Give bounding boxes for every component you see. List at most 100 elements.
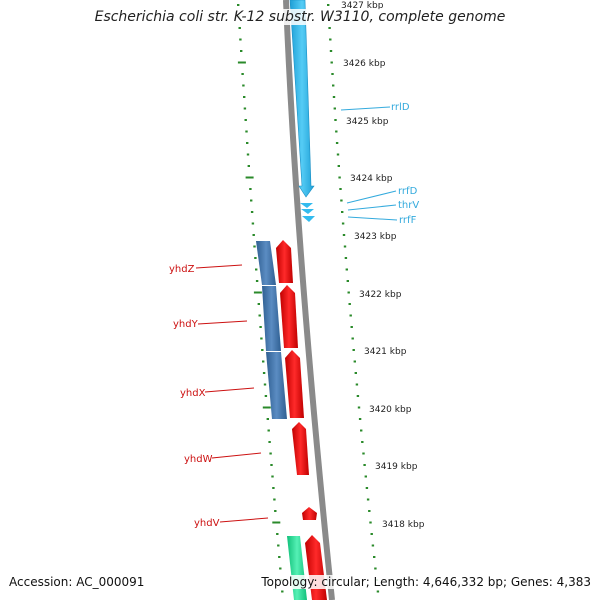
tick-mark xyxy=(249,188,252,190)
tick-mark xyxy=(339,188,342,190)
topology-text: Topology: circular; Length: 4,646,332 bp… xyxy=(261,575,591,589)
tick-mark xyxy=(243,96,246,98)
yhdX-leader xyxy=(204,387,255,393)
tick-mark xyxy=(258,314,261,317)
tick-mark xyxy=(347,291,350,294)
left-tick-rail xyxy=(237,4,284,593)
tick-mark xyxy=(250,199,253,202)
yhdY-leader xyxy=(197,320,248,325)
tick-mark xyxy=(262,406,271,409)
tick-mark xyxy=(237,4,240,6)
yhdW-label: yhdW xyxy=(184,454,213,465)
tick-mark xyxy=(353,360,356,363)
tick-mark xyxy=(253,245,256,248)
yhdW-gene xyxy=(292,422,309,475)
tick-mark xyxy=(268,441,271,443)
rrfD-leader xyxy=(346,190,397,204)
tick-mark xyxy=(263,383,267,386)
tick-mark xyxy=(336,153,340,156)
tick-mark xyxy=(335,130,338,133)
tick-mark xyxy=(360,429,363,432)
yhdV-leader xyxy=(219,517,269,523)
tick-mark xyxy=(340,199,343,202)
tick-mark xyxy=(329,50,333,52)
tick-mark xyxy=(247,165,250,167)
tick-mark xyxy=(371,544,375,547)
tick-mark xyxy=(343,245,347,248)
tick-mark xyxy=(260,337,263,340)
scale-label: 3420 kbp xyxy=(369,405,412,415)
rrlD-leader xyxy=(340,106,391,111)
tick-mark xyxy=(332,96,336,98)
tick-mark xyxy=(255,280,259,282)
tick-mark xyxy=(329,38,332,41)
tick-mark xyxy=(351,337,354,340)
yhdZ-gene xyxy=(276,240,293,283)
tick-mark xyxy=(243,107,247,110)
tick-mark xyxy=(270,464,273,466)
tick-mark xyxy=(331,73,334,75)
tick-mark xyxy=(255,268,258,271)
scale-label: 3421 kbp xyxy=(364,347,407,357)
tick-mark xyxy=(342,234,346,236)
tick-mark xyxy=(373,556,376,558)
tick-mark xyxy=(354,372,357,374)
scale-label: 3418 kbp xyxy=(382,520,425,530)
rrfF-leader xyxy=(347,216,398,221)
tick-mark xyxy=(332,84,335,87)
rna-features xyxy=(289,0,315,222)
gene-labels: yhdZ yhdY yhdX yhdW yhdV xyxy=(169,264,269,529)
tick-mark xyxy=(272,487,275,489)
yhdX-label: yhdX xyxy=(180,388,206,399)
tick-mark xyxy=(346,280,349,282)
genome-title: Escherichia coli str. K-12 substr. W3110… xyxy=(0,9,600,25)
tick-mark xyxy=(240,50,243,52)
tick-mark xyxy=(366,498,370,501)
accession-text: Accession: AC_000091 xyxy=(9,575,145,589)
tick-mark xyxy=(245,176,254,179)
reverse-gene-1 xyxy=(256,241,276,285)
yhdZ-leader xyxy=(195,264,243,269)
reverse-gene-3 xyxy=(266,352,287,419)
tick-mark xyxy=(333,107,336,110)
tick-mark xyxy=(276,533,279,535)
yhdZ-label: yhdZ xyxy=(169,264,195,275)
rrfF-label: rrfF xyxy=(399,215,417,226)
tick-mark xyxy=(252,234,255,236)
tick-mark xyxy=(259,326,262,328)
tick-mark xyxy=(369,521,372,524)
tick-mark xyxy=(356,395,360,397)
forward-strand-genes xyxy=(276,240,327,600)
tick-mark xyxy=(278,556,281,558)
tick-mark xyxy=(327,4,330,6)
tick-mark xyxy=(237,61,246,64)
tick-mark xyxy=(348,303,351,305)
tick-mark xyxy=(374,567,377,570)
tick-mark xyxy=(267,429,270,432)
tick-mark xyxy=(355,383,359,386)
tick-mark xyxy=(337,165,340,167)
tick-mark xyxy=(338,176,341,179)
tick-mark xyxy=(244,119,247,121)
scale-label: 3426 kbp xyxy=(343,59,386,69)
scale-label: 3423 kbp xyxy=(354,232,397,242)
green-feature xyxy=(287,536,307,600)
tick-mark xyxy=(334,119,337,121)
tick-mark xyxy=(341,211,344,213)
tick-mark xyxy=(341,222,345,225)
rrlD-feature xyxy=(289,0,315,198)
tick-mark xyxy=(253,291,262,294)
tick-mark xyxy=(245,130,248,133)
tick-mark xyxy=(352,349,355,351)
scale-label: 3424 kbp xyxy=(350,174,393,184)
rrfF-feature xyxy=(302,216,315,222)
thrV-leader xyxy=(347,204,397,211)
tick-mark xyxy=(349,314,352,317)
tick-mark xyxy=(273,498,276,501)
tick-mark xyxy=(254,257,257,259)
scale-label: 3419 kbp xyxy=(375,462,418,472)
yhdY-gene xyxy=(280,285,298,348)
tick-mark xyxy=(250,211,254,213)
rna-labels: rrlD rrfD thrV rrfF xyxy=(340,102,419,226)
